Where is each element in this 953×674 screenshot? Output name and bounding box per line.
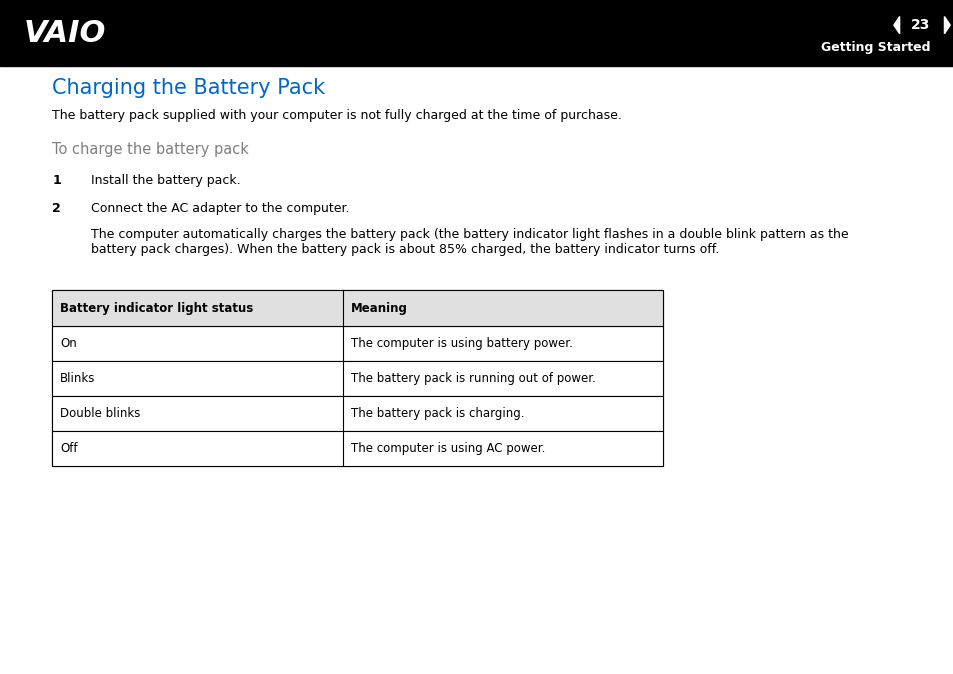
Text: The computer is using battery power.: The computer is using battery power. bbox=[351, 337, 573, 350]
Text: The computer is using AC power.: The computer is using AC power. bbox=[351, 442, 545, 456]
Text: Off: Off bbox=[60, 442, 77, 456]
Bar bbox=[52, 396, 662, 431]
Text: To charge the battery pack: To charge the battery pack bbox=[52, 142, 249, 156]
Polygon shape bbox=[943, 16, 949, 34]
Text: Charging the Battery Pack: Charging the Battery Pack bbox=[52, 78, 325, 98]
Text: The computer automatically charges the battery pack (the battery indicator light: The computer automatically charges the b… bbox=[91, 228, 847, 257]
Text: Double blinks: Double blinks bbox=[60, 407, 140, 421]
Text: Meaning: Meaning bbox=[351, 301, 408, 315]
Text: VAIO: VAIO bbox=[24, 18, 106, 48]
Text: On: On bbox=[60, 337, 77, 350]
Text: 1: 1 bbox=[52, 174, 61, 187]
Polygon shape bbox=[893, 16, 899, 34]
Text: 2: 2 bbox=[52, 202, 61, 215]
Bar bbox=[52, 361, 662, 396]
Bar bbox=[52, 290, 662, 326]
Text: The battery pack is running out of power.: The battery pack is running out of power… bbox=[351, 372, 596, 386]
Bar bbox=[52, 290, 662, 466]
Text: Battery indicator light status: Battery indicator light status bbox=[60, 301, 253, 315]
Bar bbox=[0, 0, 953, 66]
Bar bbox=[52, 431, 662, 466]
Text: 23: 23 bbox=[910, 18, 929, 32]
Text: The battery pack is charging.: The battery pack is charging. bbox=[351, 407, 524, 421]
Bar bbox=[52, 290, 662, 326]
Text: The battery pack supplied with your computer is not fully charged at the time of: The battery pack supplied with your comp… bbox=[52, 109, 621, 122]
Text: Getting Started: Getting Started bbox=[820, 41, 929, 54]
Bar bbox=[52, 326, 662, 361]
Text: Connect the AC adapter to the computer.: Connect the AC adapter to the computer. bbox=[91, 202, 349, 215]
Text: Install the battery pack.: Install the battery pack. bbox=[91, 174, 240, 187]
Text: Blinks: Blinks bbox=[60, 372, 95, 386]
